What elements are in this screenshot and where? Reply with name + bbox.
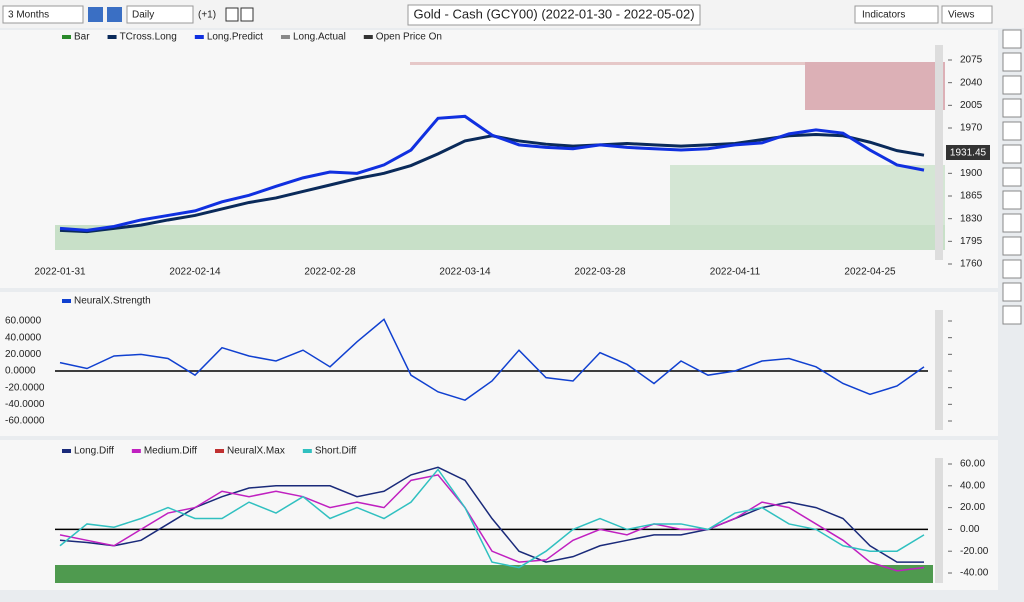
chart-title: Gold - Cash (GCY00) (2022-01-30 - 2022-0… xyxy=(413,6,694,21)
offset-minus[interactable] xyxy=(240,7,254,22)
tool[interactable] xyxy=(1002,282,1022,302)
y-tick-label: -40.0000 xyxy=(5,399,45,410)
x-tick-label: 2022-02-28 xyxy=(304,267,356,278)
tool[interactable] xyxy=(1002,259,1022,279)
interval-select[interactable] xyxy=(126,5,194,24)
y-tick-label: 2005 xyxy=(960,100,983,111)
legend-swatch xyxy=(215,449,225,453)
red-zone xyxy=(805,62,945,110)
legend-label: Medium.Diff xyxy=(144,446,197,457)
series-line xyxy=(59,474,925,572)
legend-swatch xyxy=(107,35,117,39)
legend-label: Long.Actual xyxy=(293,32,346,43)
strength-pane xyxy=(0,292,998,436)
legend-swatch xyxy=(131,449,141,453)
side-tools xyxy=(1002,29,1022,325)
legend-label: Long.Diff xyxy=(74,446,114,457)
tool[interactable] xyxy=(1002,75,1022,95)
legend-label: Bar xyxy=(74,32,90,43)
tool[interactable] xyxy=(1002,98,1022,118)
y-tick-label: 60.00 xyxy=(960,459,985,470)
y-tick-label: 40.00 xyxy=(960,480,985,491)
series-line xyxy=(59,466,924,563)
tool[interactable] xyxy=(1002,305,1022,325)
tool[interactable] xyxy=(1002,213,1022,233)
neuralx-max-strip xyxy=(55,565,933,583)
y-tick-label: -20.00 xyxy=(960,546,989,557)
y-tick-label: 40.0000 xyxy=(5,332,42,343)
x-tick-label: 2022-02-14 xyxy=(169,267,221,278)
y-tick-label: 1970 xyxy=(960,123,983,134)
price-badge xyxy=(946,145,990,160)
legend-swatch xyxy=(62,299,71,303)
y-tick-label: 1830 xyxy=(960,213,983,224)
legend-swatch xyxy=(302,449,312,453)
series-line xyxy=(59,468,925,569)
legend-label: NeuralX.Strength xyxy=(74,296,151,307)
legend-swatch xyxy=(363,35,373,39)
x-tick-label: 2022-03-14 xyxy=(439,267,491,278)
legend-swatch xyxy=(194,35,204,39)
resistance-zone xyxy=(410,62,945,65)
offset-plus[interactable] xyxy=(225,7,239,22)
y-tick-label: 2075 xyxy=(960,55,983,66)
y-tick-label: -20.0000 xyxy=(5,382,45,393)
legend-label: Short.Diff xyxy=(315,446,357,457)
y-tick-label: 0.00 xyxy=(960,524,980,535)
range-select[interactable] xyxy=(2,5,84,24)
zoom-out[interactable] xyxy=(107,7,122,22)
support-zone xyxy=(55,225,945,250)
tool[interactable] xyxy=(1002,121,1022,141)
zoom-in[interactable] xyxy=(88,7,103,22)
x-tick-label: 2022-03-28 xyxy=(574,267,626,278)
y-tick-label: 1760 xyxy=(960,259,983,270)
x-tick-label: 2022-01-31 xyxy=(34,267,86,278)
scrollbar[interactable] xyxy=(935,310,943,430)
legend-label: Open Price On xyxy=(376,32,442,43)
y-tick-label: 20.0000 xyxy=(5,349,42,360)
y-tick-label: 60.0000 xyxy=(5,316,42,327)
tool[interactable] xyxy=(1002,52,1022,72)
y-tick-label: 1865 xyxy=(960,191,983,202)
tool[interactable] xyxy=(1002,144,1022,164)
scrollbar[interactable] xyxy=(935,458,943,583)
legend-label: Long.Predict xyxy=(207,32,263,43)
legend-swatch xyxy=(62,35,71,39)
views-text: Views xyxy=(948,10,975,21)
interval-text: Daily xyxy=(132,10,154,21)
legend-label: NeuralX.Max xyxy=(227,446,285,457)
tool[interactable] xyxy=(1002,190,1022,210)
y-tick-label: 1795 xyxy=(960,236,983,247)
x-tick-label: 2022-04-25 xyxy=(844,267,896,278)
offset-text: (+1) xyxy=(198,10,216,21)
tool[interactable] xyxy=(1002,167,1022,187)
scrollbar[interactable] xyxy=(935,45,943,260)
indicators-btn[interactable] xyxy=(854,5,939,24)
y-tick-label: -40.00 xyxy=(960,568,989,579)
y-tick-label: 0.0000 xyxy=(5,366,36,377)
indicators-text: Indicators xyxy=(862,10,905,21)
green-zone xyxy=(670,165,945,225)
price-label: 1931.45 xyxy=(950,148,987,159)
y-tick-label: 1900 xyxy=(960,168,983,179)
views-btn[interactable] xyxy=(941,5,993,24)
series-line xyxy=(59,114,925,232)
y-tick-label: -60.0000 xyxy=(5,416,45,427)
legend-swatch xyxy=(62,449,71,453)
series-line xyxy=(59,318,925,401)
legend-label: TCross.Long xyxy=(120,32,177,43)
legend-swatch xyxy=(280,35,290,39)
y-tick-label: 20.00 xyxy=(960,502,985,513)
y-tick-label: 2040 xyxy=(960,77,983,88)
title-box xyxy=(407,4,701,26)
range-text: 3 Months xyxy=(8,10,49,21)
x-tick-label: 2022-04-11 xyxy=(710,267,761,278)
tool[interactable] xyxy=(1002,29,1022,49)
tool[interactable] xyxy=(1002,236,1022,256)
